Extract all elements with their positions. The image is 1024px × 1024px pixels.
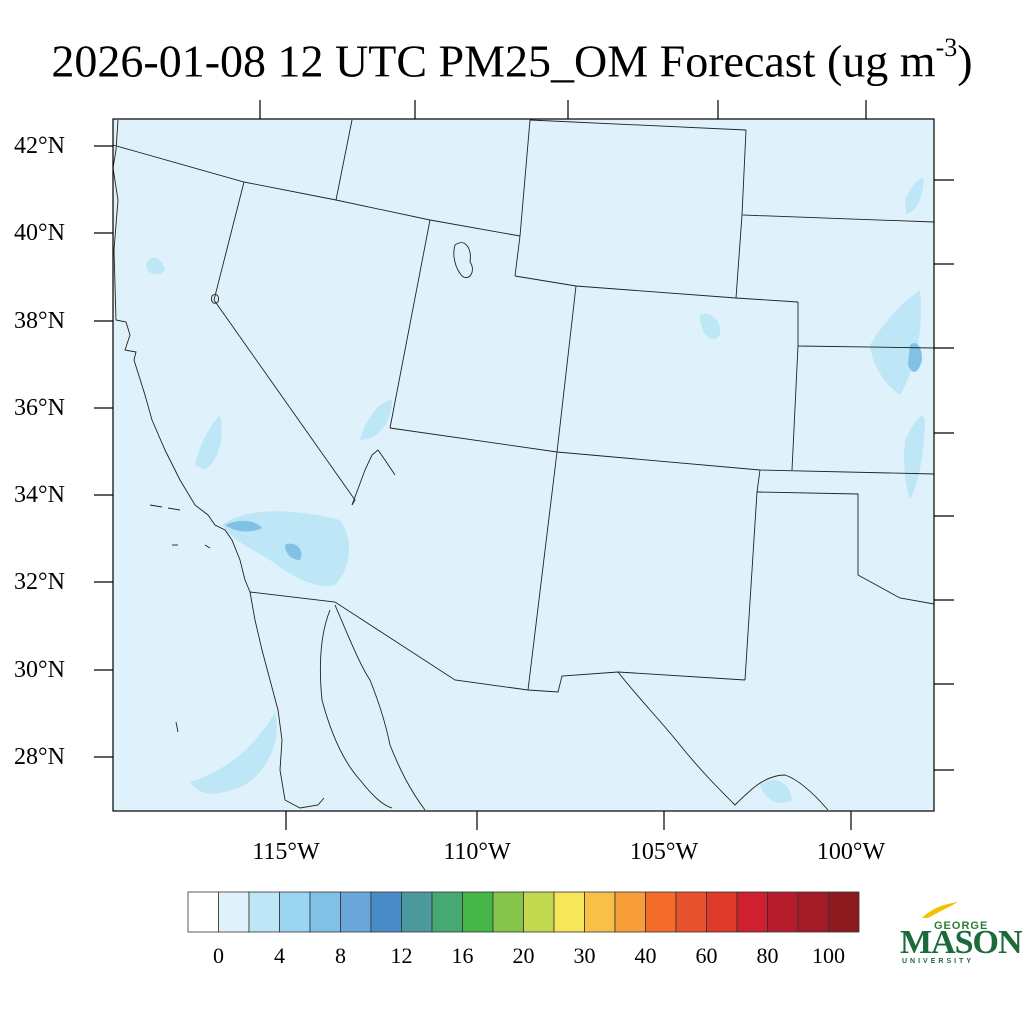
- colorbar-box: [523, 891, 555, 933]
- colorbar-box: [492, 891, 524, 933]
- colorbar-label: 80: [756, 943, 779, 968]
- lat-label-38: 38°N: [14, 308, 65, 334]
- lat-label-36: 36°N: [14, 395, 65, 421]
- channel-islands: [149, 504, 211, 733]
- colorbar-label: 0: [213, 943, 224, 968]
- title-text: 2026-01-08 12 UTC PM25_OM Forecast (ug m: [51, 35, 936, 87]
- colorbar-box: [553, 891, 585, 933]
- tick-marks: [94, 100, 954, 830]
- colorbar-box: [248, 891, 280, 933]
- colorbar-box: [340, 891, 372, 933]
- colorbar-box: [675, 891, 707, 933]
- title-superscript: -3: [935, 33, 958, 62]
- map-title: 2026-01-08 12 UTC PM25_OM Forecast (ug m…: [0, 22, 1024, 91]
- colorbar-box: [309, 891, 341, 933]
- colorbar-label: 20: [512, 943, 535, 968]
- colorbar-label: 30: [573, 943, 596, 968]
- colorbar-box: [187, 891, 219, 933]
- colorbar-label: 40: [634, 943, 657, 968]
- colorbar-label: 4: [274, 943, 285, 968]
- colorbar-box: [706, 891, 738, 933]
- colorbar-label: 100: [812, 943, 845, 968]
- title-close: ): [957, 35, 973, 87]
- lat-label-34: 34°N: [14, 482, 65, 508]
- colorbar-box: [828, 891, 860, 933]
- colorbar-box: [431, 891, 463, 933]
- george-mason-logo: GEORGE MASON UNIVERSITY: [896, 898, 1023, 968]
- lat-label-42: 42°N: [14, 133, 65, 159]
- lon-label-115: 115°W: [252, 839, 320, 865]
- colorbar-label: 12: [390, 943, 413, 968]
- colorbar-box: [279, 891, 311, 933]
- concentration-shading-medium: [225, 343, 922, 560]
- logo-university: UNIVERSITY: [902, 958, 975, 965]
- colorbar-box: [767, 891, 799, 933]
- logo-george: GEORGE: [934, 920, 989, 932]
- map-frame: [112, 118, 935, 812]
- map-boundaries: [112, 119, 935, 811]
- colorbar-box: [462, 891, 494, 933]
- colorbar-box: [218, 891, 250, 933]
- lon-label-100: 100°W: [816, 839, 886, 865]
- colorbar-box: [645, 891, 677, 933]
- lon-label-105: 105°W: [629, 839, 699, 865]
- lat-label-28: 28°N: [14, 744, 65, 770]
- colorbar-box: [736, 891, 768, 933]
- logo-mason: MASON: [900, 924, 1023, 961]
- colorbar-box: [401, 891, 433, 933]
- colorbar-label: 8: [335, 943, 346, 968]
- colorbar-box: [797, 891, 829, 933]
- logo-swoosh-icon: [922, 902, 958, 918]
- colorbar: [187, 891, 860, 933]
- colorbar-box: [370, 891, 402, 933]
- lon-label-110: 110°W: [443, 839, 511, 865]
- lat-label-32: 32°N: [14, 569, 65, 595]
- map-background: [113, 119, 934, 811]
- colorbar-label: 60: [695, 943, 718, 968]
- colorbar-label: 16: [451, 943, 474, 968]
- lat-label-40: 40°N: [14, 220, 65, 246]
- lat-label-30: 30°N: [14, 657, 65, 683]
- concentration-shading: [146, 178, 925, 804]
- colorbar-box: [614, 891, 646, 933]
- colorbar-box: [584, 891, 616, 933]
